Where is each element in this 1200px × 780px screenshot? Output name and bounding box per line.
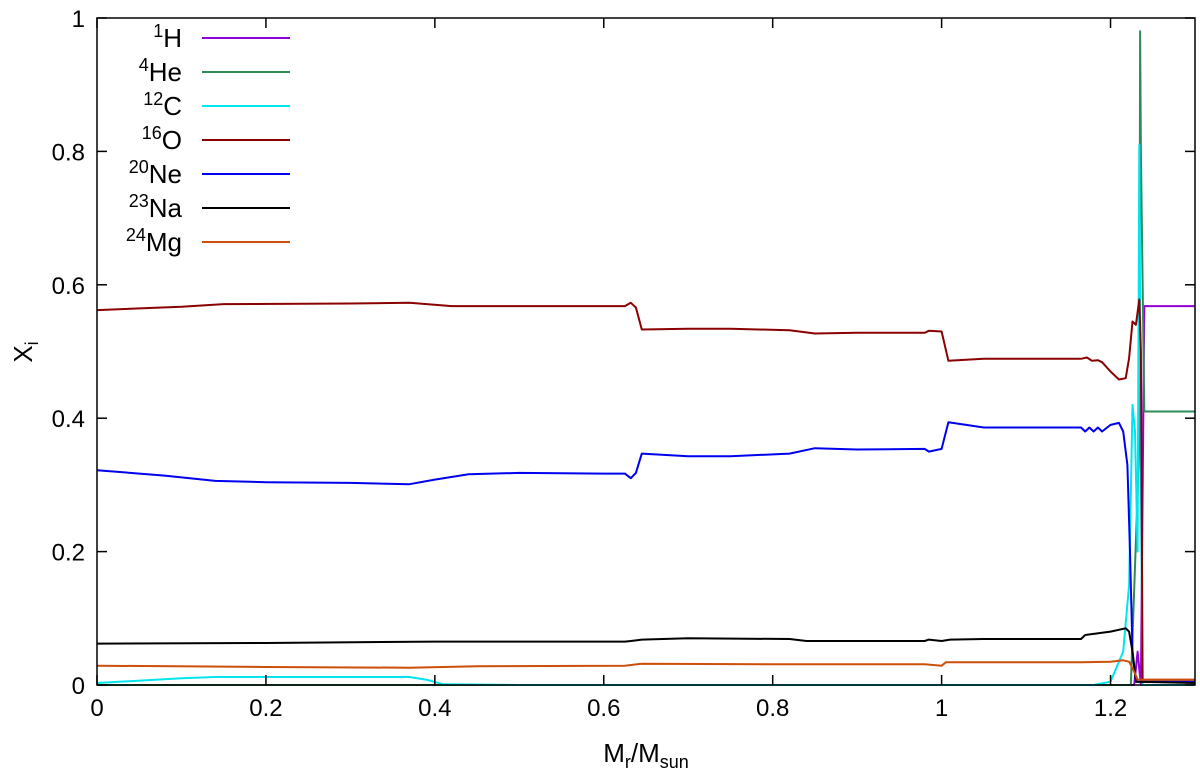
series-line-12C <box>96 143 1195 686</box>
y-axis-label: Xi <box>8 341 42 362</box>
x-tick-label: 0.2 <box>249 695 282 722</box>
x-tick-label: 0.4 <box>418 695 451 722</box>
y-tick-label: 0.6 <box>52 273 85 300</box>
y-tick-label: 0.8 <box>52 139 85 166</box>
legend-label-24Mg: 24Mg <box>126 225 182 257</box>
legend-label-4He: 4He <box>139 55 182 87</box>
x-tick-label: 1.2 <box>1094 695 1127 722</box>
series-line-24Mg <box>96 659 1195 681</box>
x-tick-label: 0.8 <box>756 695 789 722</box>
plot-frame <box>96 17 1196 686</box>
legend-label-20Ne: 20Ne <box>129 157 182 189</box>
series-line-1H <box>97 305 1195 686</box>
x-axis-label: Mr/Msun <box>603 738 689 772</box>
y-tick-label: 1 <box>72 6 85 33</box>
y-tick-label: 0.4 <box>52 406 85 433</box>
x-tick-label: 1 <box>935 695 948 722</box>
legend-label-23Na: 23Na <box>129 191 183 223</box>
y-tick-label: 0.2 <box>52 540 85 567</box>
y-tick-label: 0 <box>72 673 85 700</box>
series-layer <box>96 30 1196 686</box>
series-line-23Na <box>96 627 1196 684</box>
legend-label-12C: 12C <box>143 89 182 121</box>
series-line-16O <box>96 298 1195 681</box>
series-line-20Ne <box>96 421 1195 683</box>
legend-label-1H: 1H <box>153 21 182 53</box>
legend-label-16O: 16O <box>142 123 182 155</box>
x-tick-label: 0 <box>90 695 103 722</box>
ticks-layer: 0 0.2 0.4 0.6 0.8 1 1.2 0 0.2 0.4 0.6 0.8 1 <box>52 6 1195 722</box>
x-tick-label: 0.6 <box>587 695 620 722</box>
